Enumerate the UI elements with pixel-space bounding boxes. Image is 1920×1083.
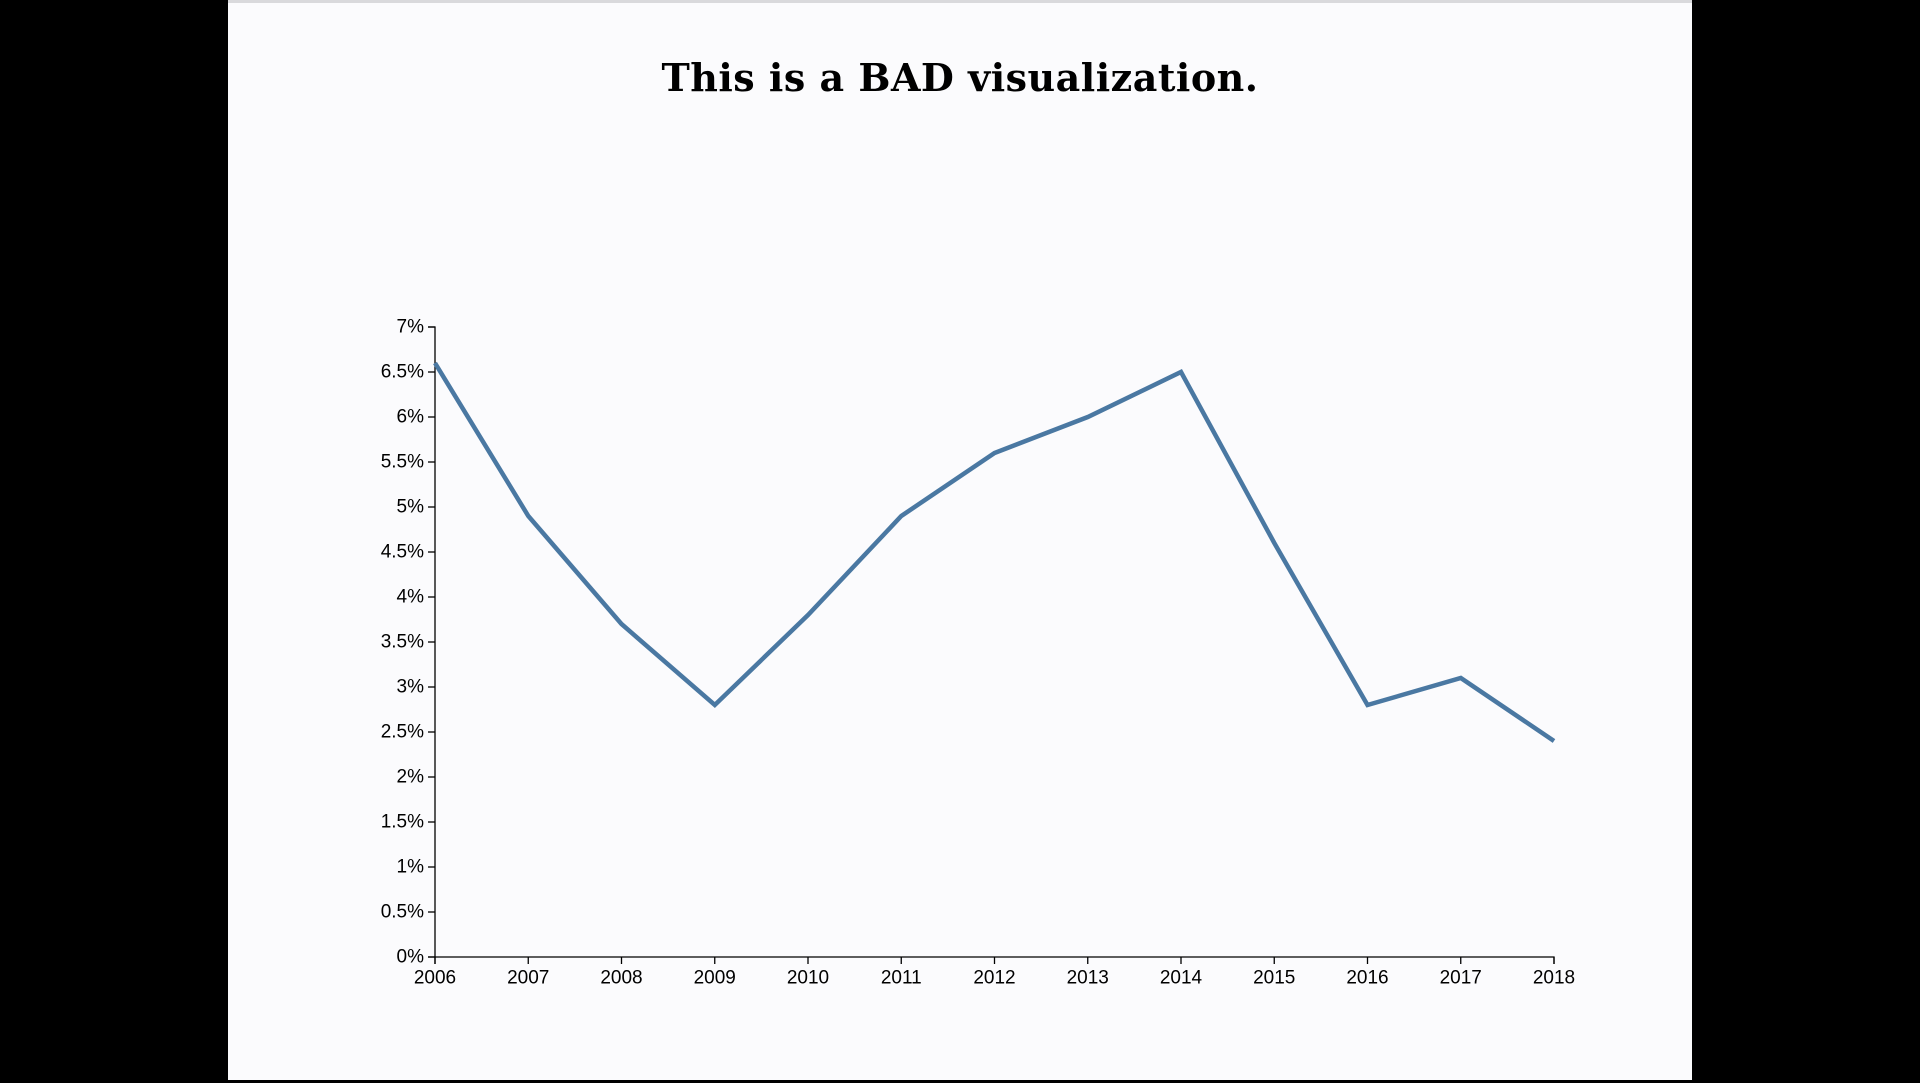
x-tick-label: 2006 (414, 968, 456, 989)
x-tick-label: 2009 (694, 968, 736, 989)
x-tick-label: 2018 (1533, 968, 1575, 989)
y-tick-label: 4% (397, 587, 425, 608)
y-tick-label: 3% (397, 677, 425, 698)
y-tick-label: 2.5% (381, 722, 424, 743)
x-tick-label: 2014 (1160, 968, 1203, 989)
y-axis: 0% 0.5% 1% 1.5% 2% 2.5% 3% 3.5% 4% 4.5% 5% 5.5% 6% 6.… (381, 317, 436, 968)
x-tick-label: 2008 (600, 968, 642, 989)
slide-canvas: This is a BAD visualization. 0% 0.5% 1% 1.5… (228, 0, 1692, 1080)
y-tick-label: 1% (397, 857, 425, 878)
y-tick-label: 7% (397, 317, 425, 338)
y-tick-label: 3.5% (381, 632, 424, 653)
y-tick-label: 6% (397, 407, 425, 428)
series-line (433, 361, 1556, 743)
y-tick-label: 1.5% (381, 812, 424, 833)
x-tick-label: 2007 (507, 968, 549, 989)
y-tick-label: 6.5% (381, 362, 424, 383)
x-tick-label: 2013 (1067, 968, 1109, 989)
y-tick-label: 5.5% (381, 452, 424, 473)
line-chart: 0% 0.5% 1% 1.5% 2% 2.5% 3% 3.5% 4% 4.5% 5% 5.5% 6% 6.… (381, 317, 1575, 989)
y-tick-label: 2% (397, 767, 425, 788)
x-axis: 2006 2007 2008 2009 2010 2011 2012 2013 2014 2015… (414, 956, 1575, 989)
x-tick-label: 2017 (1440, 968, 1482, 989)
y-tick-label: 0.5% (381, 902, 424, 923)
x-tick-label: 2011 (881, 968, 922, 989)
y-tick-label: 5% (397, 497, 425, 518)
x-tick-label: 2010 (787, 968, 829, 989)
series-layer (433, 361, 1556, 743)
chart-title: This is a BAD visualization. (661, 55, 1259, 100)
x-tick-label: 2016 (1346, 968, 1388, 989)
y-tick-label: 0% (397, 947, 425, 968)
x-tick-label: 2012 (973, 968, 1015, 989)
x-tick-label: 2015 (1253, 968, 1295, 989)
y-tick-label: 4.5% (381, 542, 424, 563)
